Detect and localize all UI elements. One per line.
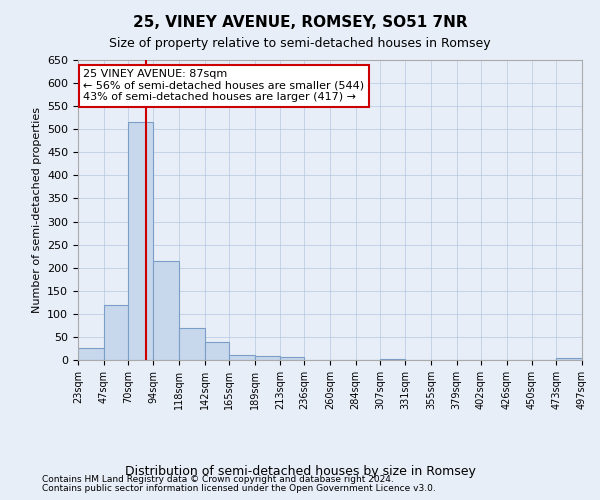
Text: 25, VINEY AVENUE, ROMSEY, SO51 7NR: 25, VINEY AVENUE, ROMSEY, SO51 7NR <box>133 15 467 30</box>
Text: Distribution of semi-detached houses by size in Romsey: Distribution of semi-detached houses by … <box>125 465 475 478</box>
Bar <box>254 356 280 360</box>
Y-axis label: Number of semi-detached properties: Number of semi-detached properties <box>32 107 41 313</box>
Bar <box>205 342 229 360</box>
Bar <box>179 328 205 360</box>
Text: Size of property relative to semi-detached houses in Romsey: Size of property relative to semi-detach… <box>109 38 491 51</box>
Bar <box>104 304 128 360</box>
Bar <box>556 358 582 360</box>
Bar <box>229 356 254 360</box>
Text: Contains public sector information licensed under the Open Government Licence v3: Contains public sector information licen… <box>42 484 436 493</box>
Bar <box>154 261 179 360</box>
Bar <box>380 359 406 360</box>
Text: Contains HM Land Registry data © Crown copyright and database right 2024.: Contains HM Land Registry data © Crown c… <box>42 476 394 484</box>
Bar <box>128 122 154 360</box>
Bar <box>280 357 304 360</box>
Text: 25 VINEY AVENUE: 87sqm
← 56% of semi-detached houses are smaller (544)
43% of se: 25 VINEY AVENUE: 87sqm ← 56% of semi-det… <box>83 69 364 102</box>
Bar <box>78 348 104 360</box>
